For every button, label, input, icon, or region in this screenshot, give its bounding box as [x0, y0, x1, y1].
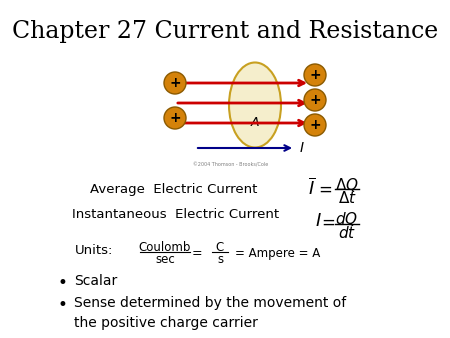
- Text: Average  Electric Current: Average Electric Current: [90, 183, 257, 196]
- Text: +: +: [309, 93, 321, 107]
- Text: $dQ$: $dQ$: [335, 210, 359, 228]
- Circle shape: [164, 72, 186, 94]
- Text: Coulomb: Coulomb: [139, 241, 191, 254]
- Text: Scalar: Scalar: [74, 274, 117, 288]
- Text: +: +: [169, 111, 181, 125]
- Text: $\Delta Q$: $\Delta Q$: [335, 176, 359, 194]
- Text: A: A: [251, 117, 259, 129]
- Circle shape: [304, 114, 326, 136]
- Text: = Ampere = A: = Ampere = A: [235, 247, 320, 260]
- Text: =: =: [318, 181, 332, 199]
- Text: $\Delta t$: $\Delta t$: [338, 190, 356, 206]
- Text: Instantaneous  Electric Current: Instantaneous Electric Current: [72, 208, 279, 221]
- Text: •: •: [58, 274, 68, 292]
- Ellipse shape: [229, 63, 281, 147]
- Text: $\overline{I}$: $\overline{I}$: [308, 178, 315, 199]
- Text: =: =: [321, 214, 335, 232]
- Circle shape: [304, 64, 326, 86]
- Text: sec: sec: [155, 253, 175, 266]
- Text: Sense determined by the movement of
the positive charge carrier: Sense determined by the movement of the …: [74, 296, 346, 330]
- Text: C: C: [216, 241, 224, 254]
- Text: $dt$: $dt$: [338, 225, 356, 241]
- Text: ©2004 Thomson - Brooks/Cole: ©2004 Thomson - Brooks/Cole: [193, 162, 268, 167]
- Text: •: •: [58, 296, 68, 314]
- Text: Chapter 27 Current and Resistance: Chapter 27 Current and Resistance: [12, 20, 438, 43]
- Circle shape: [304, 89, 326, 111]
- Text: I: I: [300, 141, 304, 155]
- Text: +: +: [309, 68, 321, 82]
- Circle shape: [164, 107, 186, 129]
- Text: +: +: [309, 118, 321, 132]
- Text: s: s: [217, 253, 223, 266]
- Text: +: +: [169, 76, 181, 90]
- Text: Units:: Units:: [75, 244, 113, 257]
- Text: =: =: [192, 247, 202, 260]
- Text: $I$: $I$: [315, 212, 321, 230]
